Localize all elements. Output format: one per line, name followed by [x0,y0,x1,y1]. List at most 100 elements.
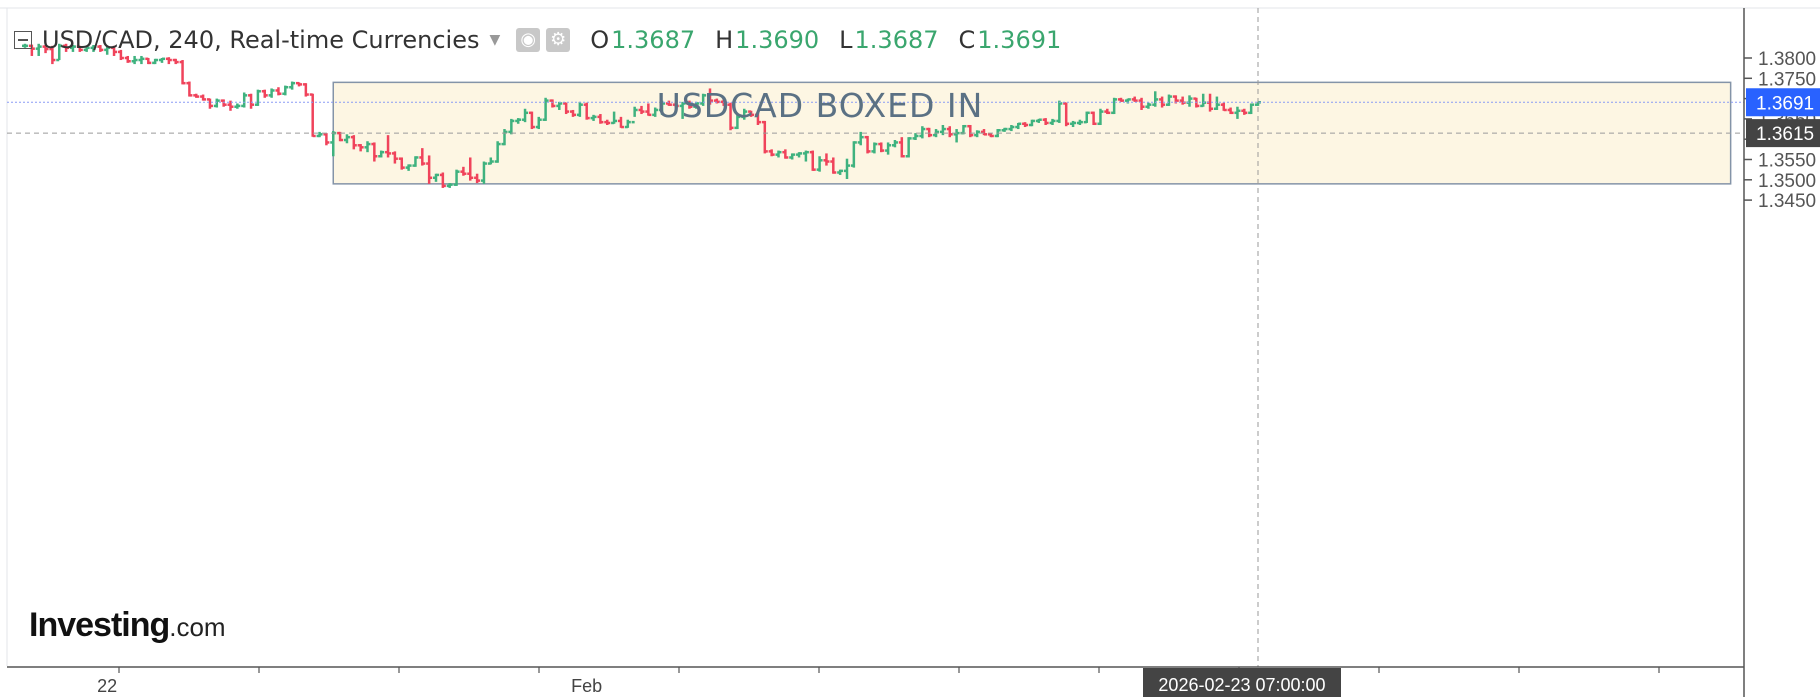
time-axis[interactable]: 22 Feb [97,667,1660,696]
ohlc-bar [446,183,453,188]
collapse-icon[interactable] [14,31,32,49]
ohlc-bar [734,114,741,130]
ohlc-bar [864,135,871,154]
ohlc-bar [830,157,837,174]
ohlc-bar [1008,124,1015,132]
ohlc-bar [686,100,693,109]
crosshair-price-tag-text: 1.3615 [1756,124,1814,145]
ohlc-bar [727,102,734,131]
ohlc-bar [528,111,535,130]
ohlc-bar [905,137,912,158]
ohlc-bar [987,133,994,138]
low-value: 1.3687 [854,26,939,54]
ohlc-bar [97,45,104,52]
ohlc-bar [76,45,83,52]
ohlc-bar [213,98,220,108]
high-label: H [715,26,734,54]
price-tick-label: 1.3450 [1758,191,1816,212]
ohlc-bar [206,98,213,109]
ohlc-bar [926,127,933,138]
ohlc-bar [282,85,289,96]
ohlc-bar [898,137,905,158]
chevron-down-icon[interactable]: ▼ [489,32,501,48]
ohlc-bar [35,43,42,56]
ohlc-bar [63,43,70,52]
ohlc-bar [474,173,481,184]
ohlc-bar [220,99,227,107]
ohlc-bar [186,81,193,97]
ohlc-bar [289,81,296,90]
ohlc-bar [981,129,987,136]
ohlc-bar [590,114,597,121]
ohlc-bar [501,129,508,146]
open-value: 1.3687 [611,26,696,54]
ohlc-bar [967,124,974,138]
ohlc-bar [775,150,782,158]
ohlc-bar [1028,119,1035,127]
ohlc-bar [707,88,713,105]
ohlc-bar [974,130,981,138]
ohlc-bar [1097,108,1104,126]
price-tick-label: 1.3800 [1758,49,1816,70]
ohlc-bar [652,107,659,117]
ohlc-bar [248,93,255,109]
ohlc-bar [549,99,556,108]
ohlc-bar [179,60,186,85]
ohlc-bar [741,108,748,120]
ohlc-bar [357,144,364,152]
eye-icon[interactable]: ◉ [516,28,541,52]
ohlc-bar [700,93,707,106]
ohlc-bar [508,118,515,135]
ohlc-bar [816,156,823,172]
ohlc-bar [323,133,330,146]
ohlc-bar [145,57,152,65]
crosshair-time-tag-text: 2026-02-23 07:00:00 [1158,675,1325,695]
ohlc-bar [165,57,172,65]
ohlc-bar [343,134,350,144]
price-tick-label: 1.3750 [1758,69,1816,90]
ohlc-bar [172,58,179,65]
annotation-title[interactable]: USDCAD BOXED IN [656,86,984,125]
ohlc-bar [823,153,830,166]
ohlc-bar [480,161,487,184]
ohlc-bar [919,126,926,139]
ohlc-bar [1227,107,1234,115]
ohlc-bar [624,119,631,129]
price-tick-label: 1.3500 [1758,171,1816,192]
ohlc-bar [604,119,611,125]
ohlc-bar [844,158,850,179]
ohlc-bar [241,92,248,108]
ohlc-bar [22,43,28,48]
time-tick-label: 22 [97,676,117,696]
ohlc-bar [1070,120,1077,128]
ohlc-bar [761,120,768,154]
open-label: O [590,26,610,54]
ohlc-bar [1131,96,1138,102]
symbol-label[interactable]: USD/CAD, 240, Real-time Currencies [42,26,480,54]
ohlc-bar [946,126,953,138]
ohlc-bar [1165,94,1172,106]
ohlc-bar [1248,103,1255,115]
ohlc-bar [1220,102,1227,112]
ohlc-bar [268,88,275,98]
ohlc-bar [802,150,809,162]
close-value: 1.3691 [977,26,1062,54]
ohlc-bar [522,108,529,123]
ohlc-bar [494,141,501,163]
ohlc-bar [159,57,165,63]
ohlc-bar [433,173,439,182]
high-value: 1.3690 [735,26,820,54]
crosshair-time-tag [1143,668,1341,697]
gear-icon[interactable]: ⚙ [546,28,571,52]
ohlc-bar [891,140,898,148]
ohlc-bar [200,94,207,101]
ohlc-bar [371,142,378,162]
ohlc-bar [426,155,433,184]
ohlc-bar [1015,122,1022,130]
ohlc-bar [364,141,371,153]
ohlc-bar [419,148,426,166]
ohlc-bar [1042,118,1049,125]
ohlc-bar [1152,91,1159,107]
ohlc-bar [871,142,878,154]
